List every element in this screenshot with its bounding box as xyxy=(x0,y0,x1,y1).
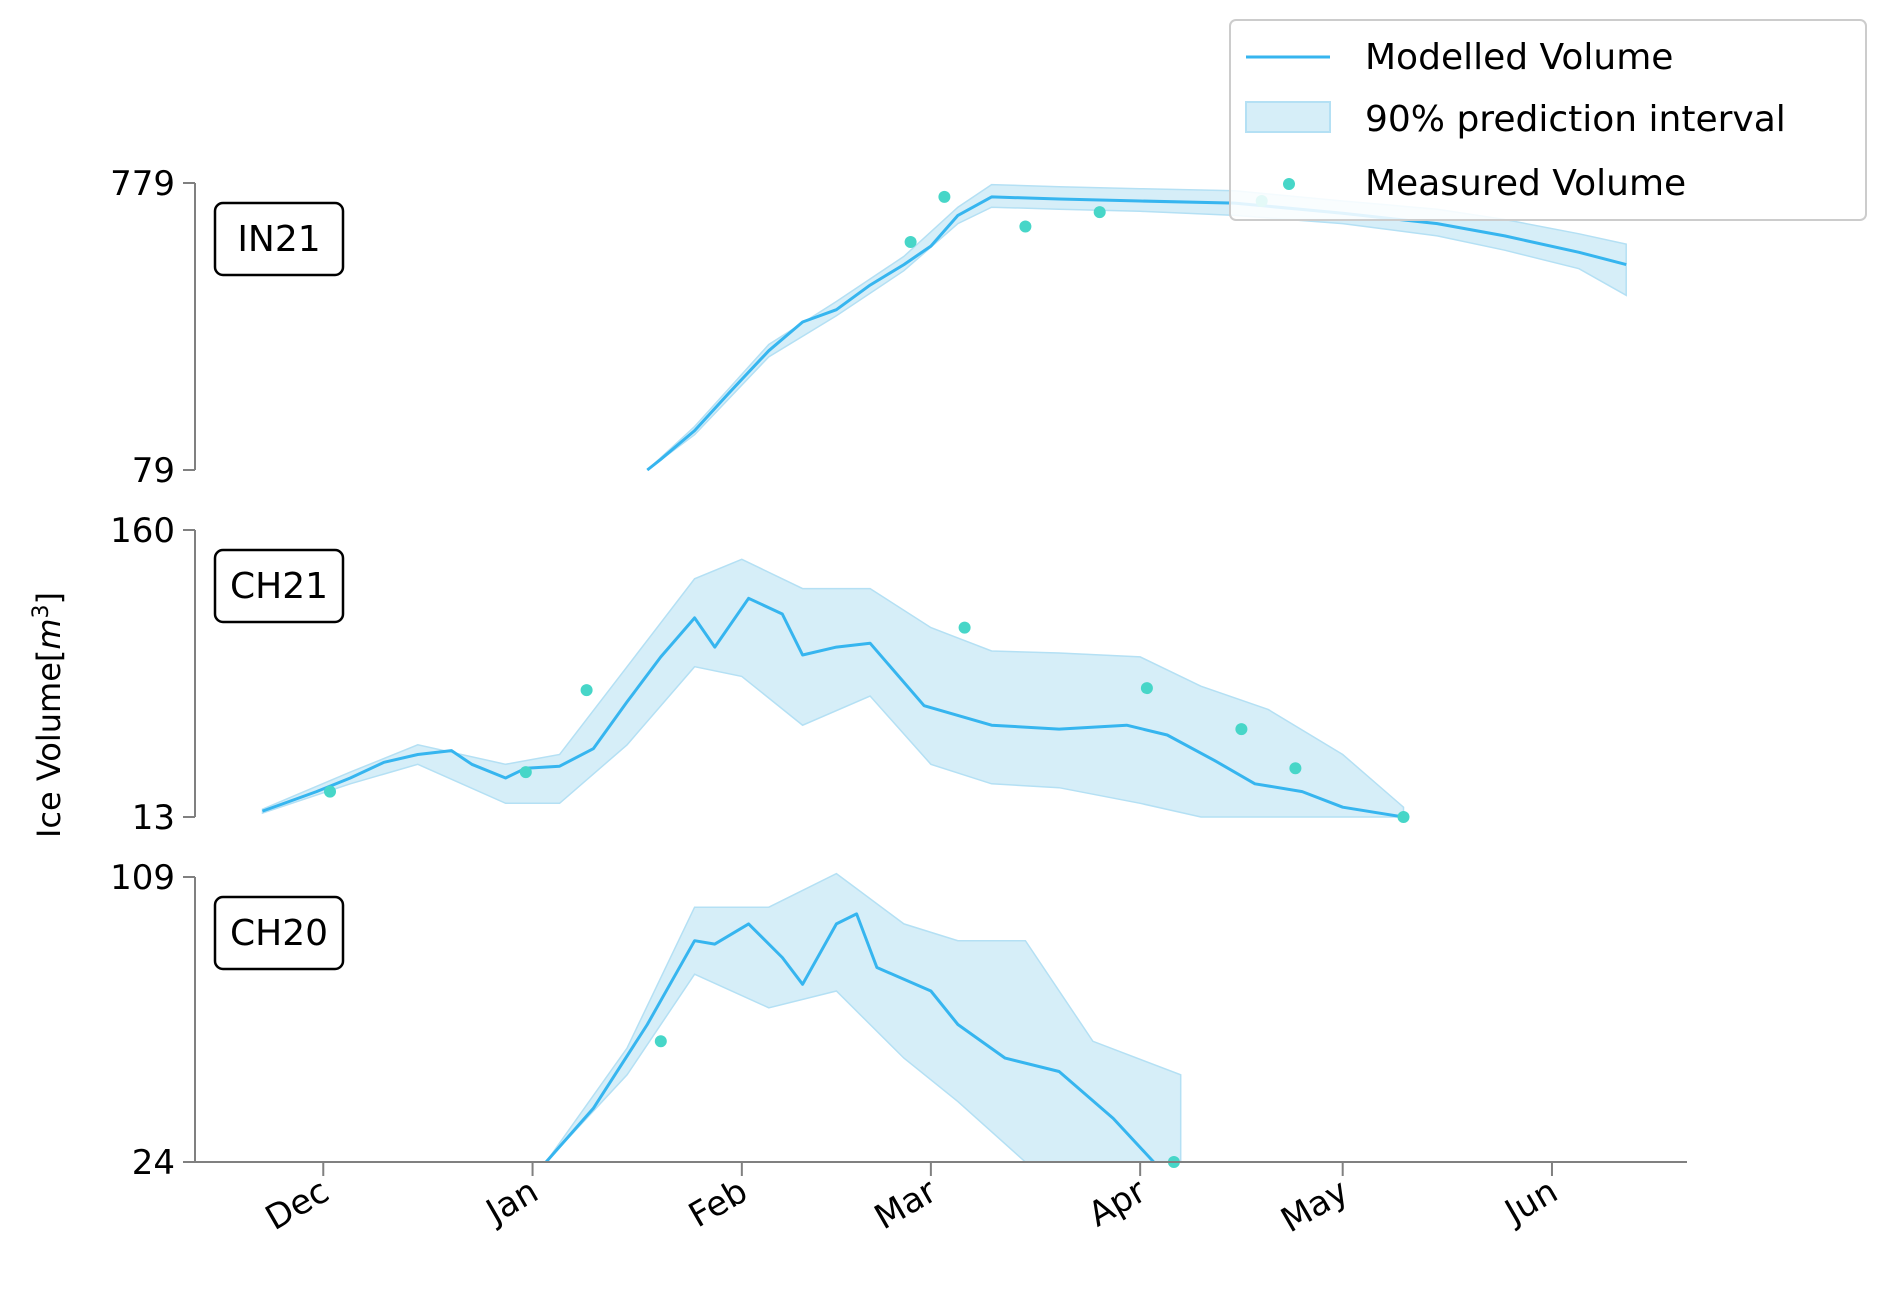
panel-label-ch20: CH20 xyxy=(230,913,328,954)
measured-point xyxy=(958,621,971,634)
measured-point xyxy=(938,190,951,203)
modelled-line-in21 xyxy=(646,195,1627,472)
panel-in21: 779 79 IN21 xyxy=(110,164,1627,491)
panels: 779 79 IN21 160 13 CH21 109 24 CH20 xyxy=(110,164,1627,1183)
y-tick-label: 24 xyxy=(132,1143,175,1183)
legend-frame xyxy=(1229,19,1867,221)
measured-point xyxy=(904,236,917,248)
modelled-line-ch21 xyxy=(261,596,1404,819)
panel-label-box-in21 xyxy=(213,201,345,277)
x-tick-label: Dec xyxy=(259,1171,336,1239)
legend-label-modelled: Modelled Volume xyxy=(1365,37,1673,78)
measured-point xyxy=(654,1035,667,1048)
measured-point xyxy=(1140,682,1153,695)
legend-band-swatch xyxy=(1245,101,1331,133)
measured-point xyxy=(519,766,532,779)
legend: Modelled Volume 90% prediction interval … xyxy=(1229,19,1867,221)
measured-point xyxy=(580,684,593,697)
legend-point-swatch xyxy=(1283,178,1295,190)
y-axis-label: Ice Volume[m3] xyxy=(29,592,68,838)
y-tick-label: 779 xyxy=(110,164,175,204)
prediction-interval-in21 xyxy=(646,183,1627,471)
panel-ch21: 160 13 CH21 xyxy=(110,511,1410,838)
x-tick-label: Feb xyxy=(682,1171,754,1236)
panel-label-box-ch21 xyxy=(213,548,345,624)
measured-point xyxy=(1019,220,1032,233)
panel-label-box-ch20 xyxy=(213,895,345,971)
y-tick-label: 160 xyxy=(110,511,175,551)
measured-point xyxy=(1289,762,1302,775)
panel-label-ch21: CH21 xyxy=(230,566,328,607)
measured-point xyxy=(1397,811,1410,823)
y-tick-label: 13 xyxy=(132,798,175,838)
measured-point xyxy=(1235,723,1248,736)
modelled-line-ch20 xyxy=(544,912,1155,1164)
x-tick-label: Mar xyxy=(868,1171,944,1238)
x-tick-label: Apr xyxy=(1082,1171,1153,1235)
x-ticks: Dec Jan Feb Mar Apr May Jun xyxy=(259,1162,1565,1241)
y-tick-label: 109 xyxy=(110,858,175,898)
legend-label-interval: 90% prediction interval xyxy=(1365,99,1786,140)
prediction-interval-ch21 xyxy=(261,558,1405,818)
panel-label-in21: IN21 xyxy=(237,219,320,260)
panel-ch20: 109 24 CH20 xyxy=(110,858,1182,1183)
x-tick-label: Jun xyxy=(1497,1171,1565,1233)
prediction-interval-ch20 xyxy=(545,872,1182,1163)
measured-point xyxy=(1093,206,1106,219)
x-tick-label: Jan xyxy=(478,1171,545,1233)
legend-label-measured: Measured Volume xyxy=(1365,163,1686,204)
measured-point xyxy=(324,785,336,798)
y-tick-label: 79 xyxy=(132,451,175,491)
x-tick-label: May xyxy=(1274,1171,1355,1241)
